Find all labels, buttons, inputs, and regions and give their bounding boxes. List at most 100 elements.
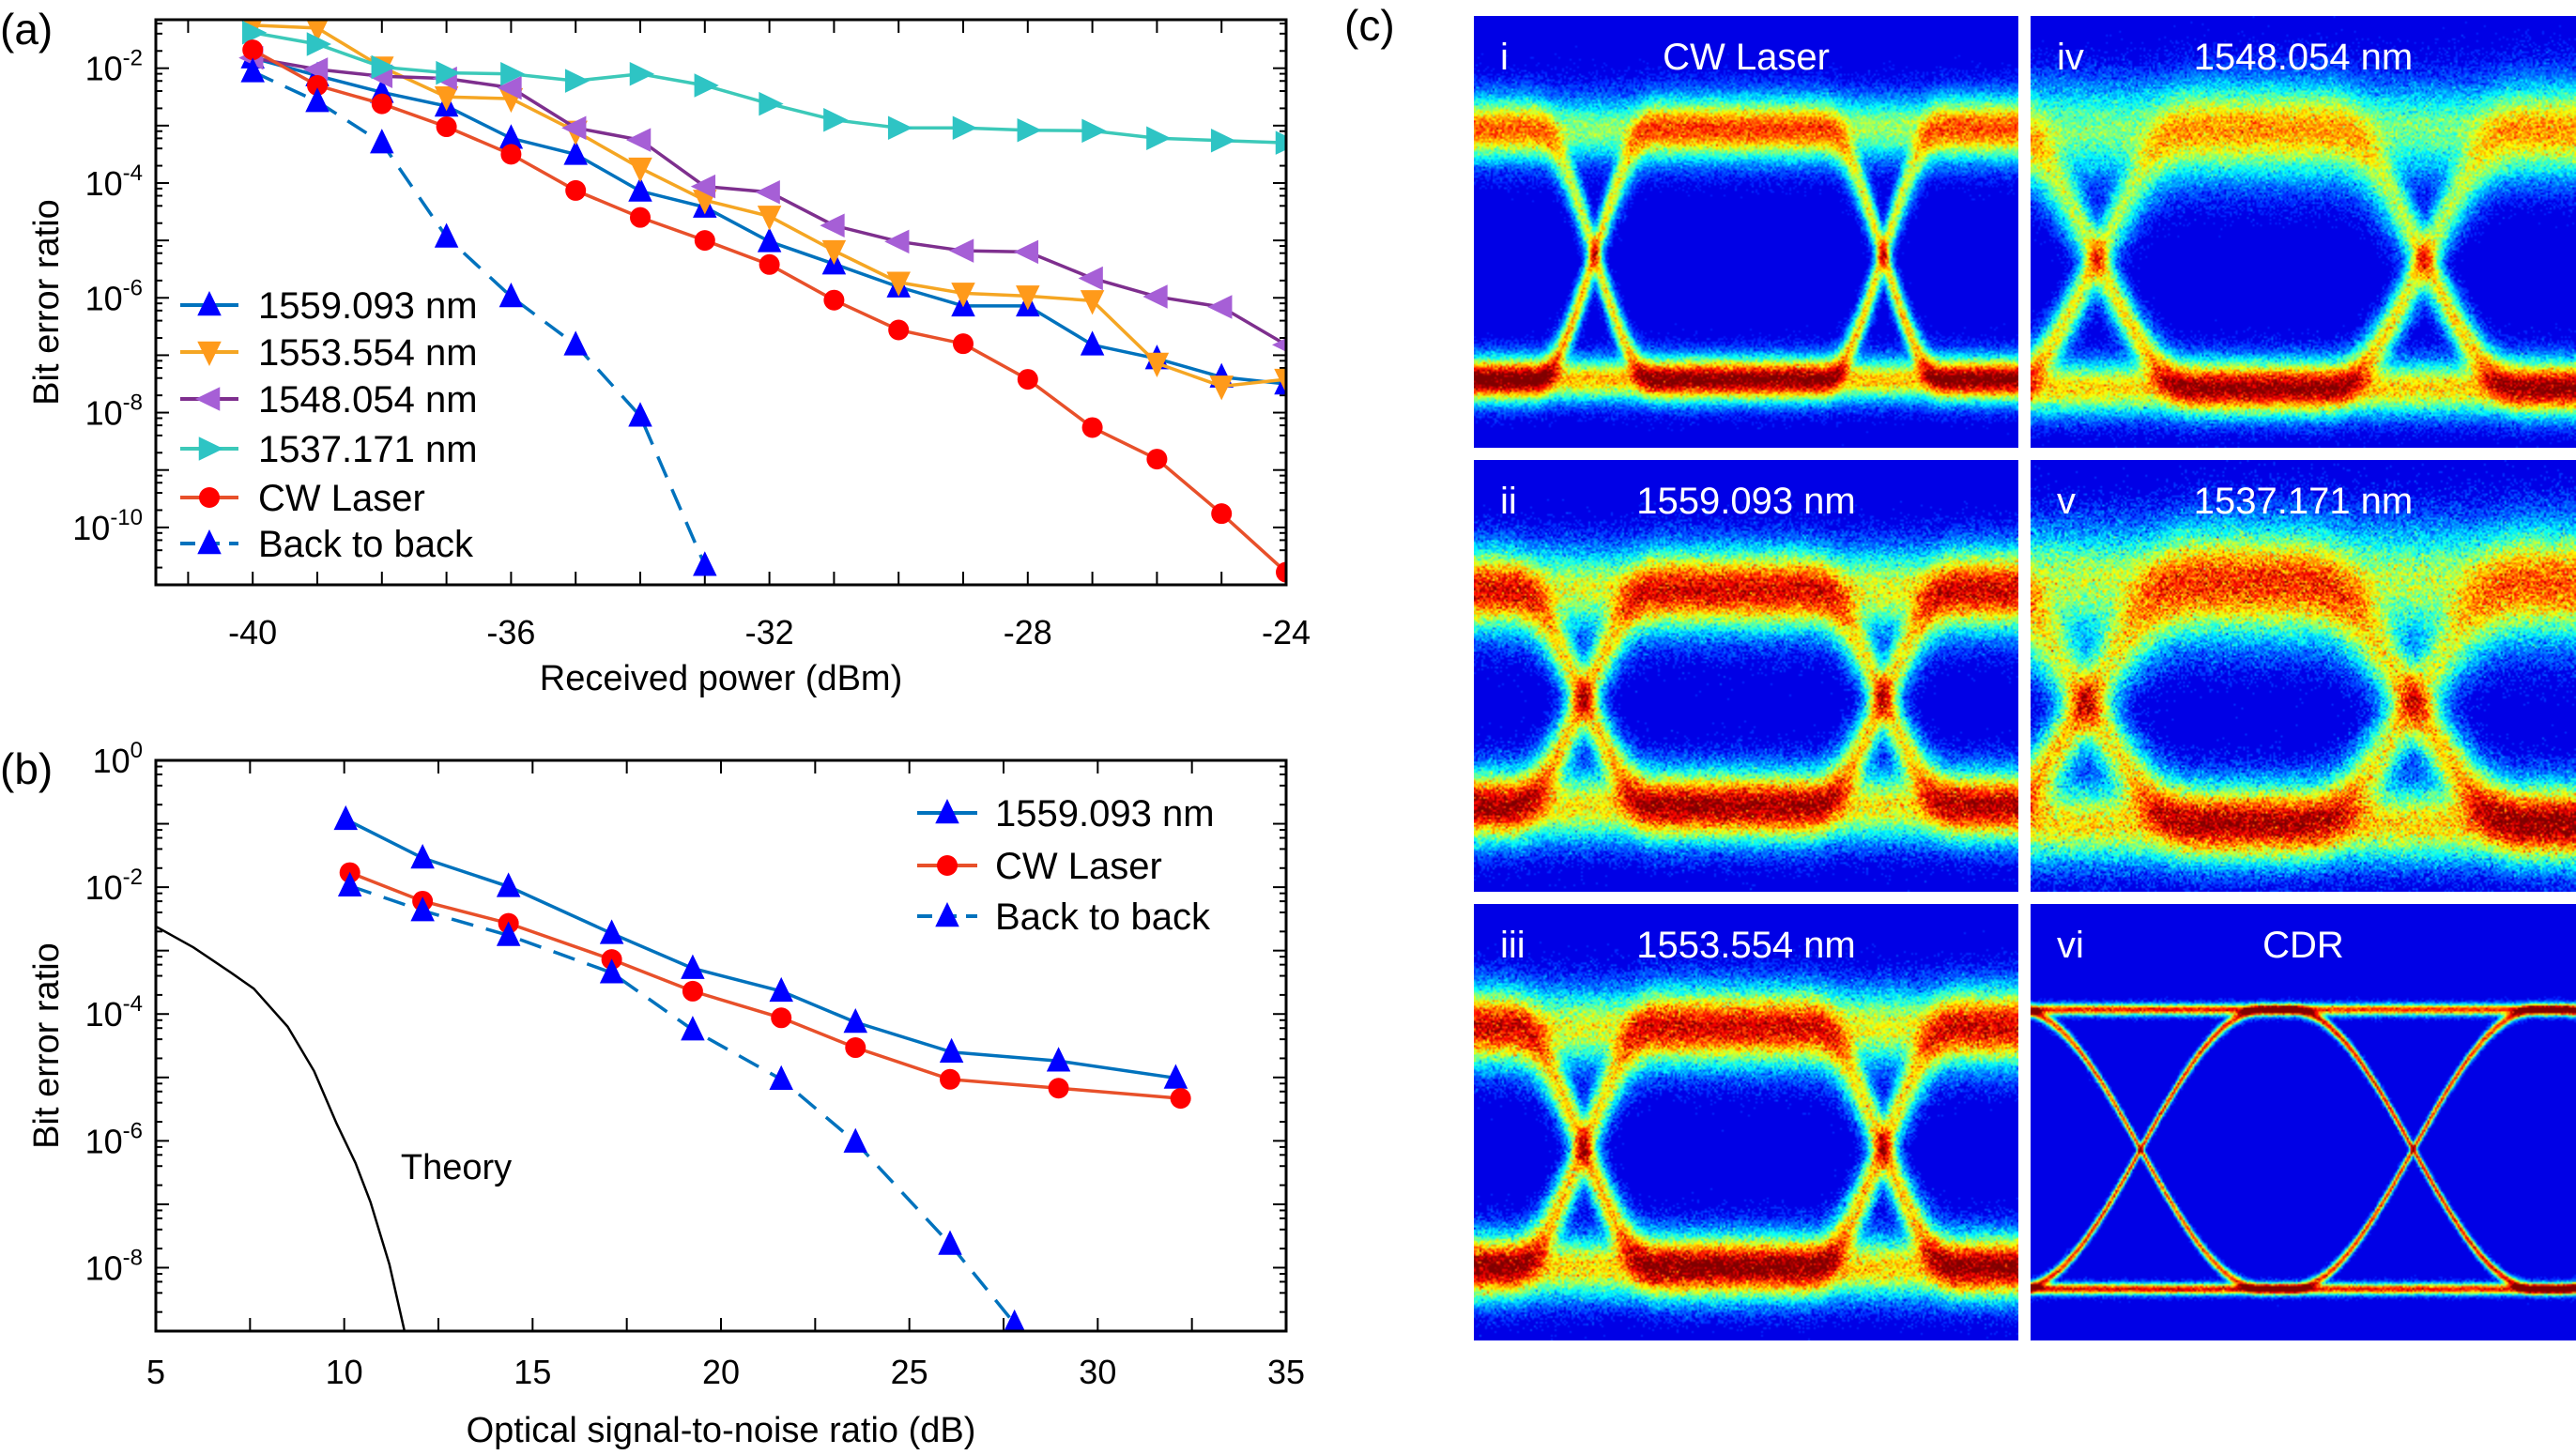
data-point <box>370 129 394 154</box>
data-point <box>434 85 459 112</box>
eye-diagram-1559: ii 1559.093 nm <box>1474 460 2018 892</box>
series-1559-093-nm <box>333 804 1188 1089</box>
data-point <box>769 1064 793 1091</box>
data-point <box>1146 126 1172 151</box>
data-point <box>410 896 435 922</box>
data-point <box>884 229 910 254</box>
legend-marker <box>198 436 223 461</box>
data-point <box>1144 352 1170 377</box>
y-tick-base: 10 <box>85 394 123 433</box>
x-tick-label: 10 <box>326 1353 363 1391</box>
panel-label-a: (a) <box>0 5 54 54</box>
eye-title: CW Laser <box>1663 37 1830 78</box>
data-point <box>1274 368 1286 394</box>
data-point <box>887 115 913 141</box>
data-point <box>886 271 911 297</box>
data-point <box>938 1230 962 1255</box>
data-point <box>306 20 329 42</box>
data-point <box>628 176 652 202</box>
eye-numeral: v <box>2057 481 2076 522</box>
y-tick-base: 10 <box>85 50 123 88</box>
data-point <box>628 157 652 183</box>
x-tick-label: 25 <box>891 1353 928 1391</box>
data-point <box>563 330 588 356</box>
legend-entry: 1559.093 nm <box>180 285 478 327</box>
data-point <box>1046 1047 1071 1072</box>
series-1553-554-nm <box>243 20 1286 401</box>
eye-numeral: i <box>1500 37 1509 78</box>
data-point <box>306 32 331 56</box>
data-point <box>1146 449 1168 470</box>
legend-marker <box>935 799 959 824</box>
data-point <box>498 283 524 308</box>
y-tick-base: 10 <box>85 164 123 203</box>
eye-diagram-image <box>2031 460 2576 892</box>
data-point <box>681 954 705 979</box>
legend-label: 1559.093 nm <box>258 285 478 327</box>
data-point <box>1142 284 1168 309</box>
data-point <box>626 128 652 152</box>
data-point <box>305 87 330 113</box>
y-tick-exponent: -8 <box>123 391 143 416</box>
x-tick-label: 35 <box>1267 1353 1305 1391</box>
data-point <box>888 319 910 341</box>
data-point <box>755 180 780 205</box>
series-cw-laser <box>242 39 1286 583</box>
series-line <box>252 69 707 566</box>
legend-marker <box>199 487 220 508</box>
data-point <box>599 958 624 984</box>
y-tick-base: 10 <box>72 509 110 547</box>
y-tick-label: 10-2 <box>85 865 143 907</box>
data-point <box>1081 417 1103 438</box>
data-point <box>410 844 435 869</box>
series-theory <box>156 925 406 1331</box>
eye-numeral: iv <box>2057 37 2084 78</box>
y-tick-exponent: -2 <box>123 46 143 71</box>
y-tick-label: 10-6 <box>85 1118 143 1160</box>
data-point <box>693 551 717 576</box>
plot-area <box>156 804 1191 1331</box>
y-tick-base: 10 <box>85 279 123 317</box>
y-tick-label: 10-10 <box>72 505 143 547</box>
data-point <box>1210 128 1236 153</box>
y-tick-base: 10 <box>85 995 123 1034</box>
legend-entry: 1559.093 nm <box>917 793 1215 835</box>
eye-title: 1553.554 nm <box>1636 925 1856 966</box>
legend-label: CW Laser <box>995 846 1162 887</box>
data-point <box>1048 1078 1069 1099</box>
data-point <box>821 239 847 266</box>
data-point <box>436 60 461 85</box>
legend-marker <box>197 291 222 316</box>
plot-area <box>238 20 1286 583</box>
series-1537-171-nm <box>241 21 1286 155</box>
data-point <box>1016 285 1040 311</box>
series-line <box>156 925 406 1331</box>
eye-title: 1548.054 nm <box>2193 37 2414 78</box>
x-tick-label: 20 <box>702 1353 740 1391</box>
data-point <box>843 1127 868 1153</box>
data-point <box>845 1037 866 1059</box>
data-point <box>496 872 521 897</box>
eye-diagram-cdr: vi CDR <box>2031 904 2576 1340</box>
data-point <box>823 289 845 311</box>
series-line <box>252 31 1286 145</box>
x-tick-label: -32 <box>745 613 794 651</box>
eye-diagram-cw-laser: i CW Laser <box>1474 16 2018 448</box>
y-tick-label: 100 <box>93 738 143 780</box>
legend-label: Back to back <box>258 524 474 565</box>
y-tick-label: 10-4 <box>85 991 143 1034</box>
data-point <box>1017 117 1042 143</box>
eye-diagram-image <box>1474 904 2018 1340</box>
y-tick-exponent: -4 <box>123 991 143 1017</box>
eye-diagram-image <box>2031 16 2576 448</box>
legend-label: 1553.554 nm <box>258 332 478 374</box>
legend-entry: Back to back <box>180 524 474 565</box>
series-line <box>349 884 1016 1325</box>
legend-marker <box>195 387 221 411</box>
x-tick-label: -24 <box>1262 613 1311 651</box>
data-point <box>1211 503 1233 525</box>
eye-diagram-image <box>2031 904 2576 1340</box>
data-point <box>371 54 396 80</box>
y-axis-label: Bit error ratio <box>27 199 67 406</box>
